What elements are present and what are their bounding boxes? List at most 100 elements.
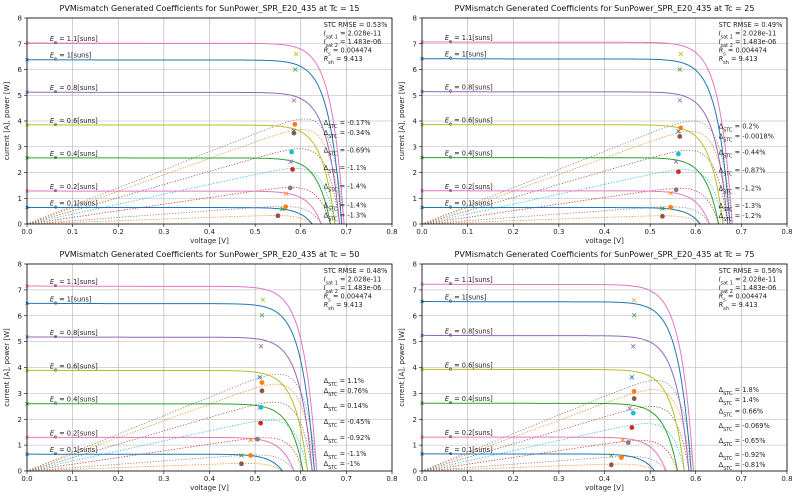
text-part: = 0.76% — [338, 387, 369, 395]
text-part: = 1.1[suns] — [452, 34, 493, 42]
text-part: sat 2 — [721, 289, 733, 295]
text-part: E — [50, 117, 55, 125]
imp-marker — [609, 453, 614, 458]
axes-frame — [26, 263, 393, 472]
imp-marker — [630, 344, 636, 349]
irradiance-label: Ee = 0.4[suns] — [50, 396, 98, 407]
text-part: STC — [328, 134, 338, 140]
irradiance-label: Ee = 0.6[suns] — [445, 117, 493, 128]
text-part: = 0.2[suns] — [452, 183, 493, 191]
text-part: E — [50, 446, 55, 454]
delta-stc-label: ΔSTC = -1.2% — [719, 184, 762, 195]
x-tick-label: 0.3 — [158, 228, 169, 236]
pmp-dot — [283, 204, 289, 210]
text-part: = 1.483e-06 — [733, 38, 776, 46]
x-tick-label: 0.1 — [67, 228, 78, 236]
text-part: e — [54, 401, 57, 407]
text-part: = 2.028e-11 — [733, 30, 776, 38]
irradiance-label: Ee = 0.6[suns] — [445, 361, 493, 372]
iv-curve — [27, 42, 345, 225]
text-part: Δ — [719, 212, 724, 220]
text-part: e — [449, 332, 452, 338]
power-curve — [421, 169, 724, 225]
text-part: STC — [723, 442, 733, 448]
text-part: STC — [328, 206, 338, 212]
text-part: = 0.004474 — [331, 47, 372, 55]
iv-curve — [422, 58, 731, 225]
text-part: = 0.2[suns] — [57, 429, 98, 437]
text-part: = 0.8[suns] — [57, 329, 98, 337]
text-part: Δ — [719, 422, 724, 430]
text-part: = 0.6[suns] — [452, 117, 493, 125]
text-part: = -1.3% — [338, 211, 367, 219]
text-part: STC — [723, 427, 733, 433]
text-part: E — [445, 327, 450, 335]
x-tick-label: 0.8 — [781, 475, 792, 483]
text-part: STC RMSE = 0.48% — [324, 267, 388, 275]
y-tick-label: 1 — [413, 195, 417, 203]
imp-marker — [260, 297, 266, 302]
y-axis-label: current [A], power [W] — [398, 328, 406, 407]
irradiance-label: Ee = 0.8[suns] — [50, 329, 98, 340]
iv-curve — [422, 301, 692, 472]
iv-curve — [421, 157, 720, 225]
imp-marker — [629, 375, 635, 380]
text-part: Δ — [719, 166, 724, 174]
delta-stc-label: ΔSTC = -0.44% — [719, 149, 766, 160]
irradiance-label: Ee = 0.6[suns] — [50, 362, 98, 373]
isat2-label: Isat 2 = 1.483e-06 — [719, 38, 777, 49]
text-part: = 1[suns] — [57, 295, 91, 303]
text-part: STC RMSE = 0.53% — [324, 21, 388, 29]
delta-stc-label: ΔSTC = -0.87% — [719, 166, 766, 177]
delta-stc-label: ΔSTC = 1.8% — [719, 386, 759, 397]
text-part: Δ — [719, 451, 724, 459]
text-part: = -1.2% — [733, 184, 762, 192]
text-part: Δ — [719, 149, 724, 157]
text-part: e — [54, 434, 57, 440]
text-part: e — [449, 434, 452, 440]
imp-marker — [631, 297, 637, 303]
text-part: E — [445, 446, 450, 454]
y-tick-label: 8 — [413, 15, 417, 23]
y-tick-label: 2 — [413, 169, 417, 177]
y-tick-label: 5 — [18, 338, 22, 346]
iv-curve — [422, 41, 733, 225]
irradiance-label: Ee = 0.2[suns] — [50, 429, 98, 440]
text-part: = -1% — [338, 460, 361, 468]
text-part: E — [50, 429, 55, 437]
x-tick-label: 0.6 — [690, 228, 702, 236]
pmp-dot — [275, 213, 281, 219]
pmp-dot — [258, 404, 264, 410]
power-curve — [421, 206, 710, 225]
x-tick-label: 0.4 — [599, 475, 611, 483]
text-part: R — [719, 293, 724, 301]
text-part: R — [324, 301, 329, 309]
text-part: E — [445, 84, 450, 92]
x-tick-label: 0.6 — [690, 475, 702, 483]
text-part: STC — [328, 455, 338, 461]
iv-curve — [422, 91, 729, 225]
text-part: e — [449, 155, 452, 161]
delta-stc-label: ΔSTC = -1.3% — [324, 211, 367, 222]
delta-stc-label: ΔSTC = -1.4% — [324, 201, 367, 212]
text-part: E — [445, 294, 450, 302]
y-tick-label: 7 — [413, 286, 417, 294]
text-part: STC — [723, 154, 733, 160]
rsh-label: Rsh = 9.413 — [719, 55, 758, 66]
text-part: Δ — [324, 434, 329, 442]
power-curve — [26, 215, 313, 225]
pmp-dot — [618, 455, 624, 460]
y-tick-label: 7 — [18, 286, 22, 294]
x-tick-label: 0.1 — [462, 475, 473, 483]
text-part: = -1.3% — [733, 202, 762, 210]
text-part: e — [449, 188, 452, 194]
isat1-label: Isat 1 = 2.028e-11 — [324, 276, 382, 287]
text-part: = 0.6[suns] — [452, 361, 493, 369]
text-part: Δ — [324, 387, 329, 395]
y-tick-label: 3 — [18, 390, 22, 398]
x-tick-label: 0.8 — [386, 228, 397, 236]
iv-curve — [26, 157, 331, 225]
text-part: E — [445, 200, 450, 208]
text-part: Δ — [324, 119, 329, 127]
